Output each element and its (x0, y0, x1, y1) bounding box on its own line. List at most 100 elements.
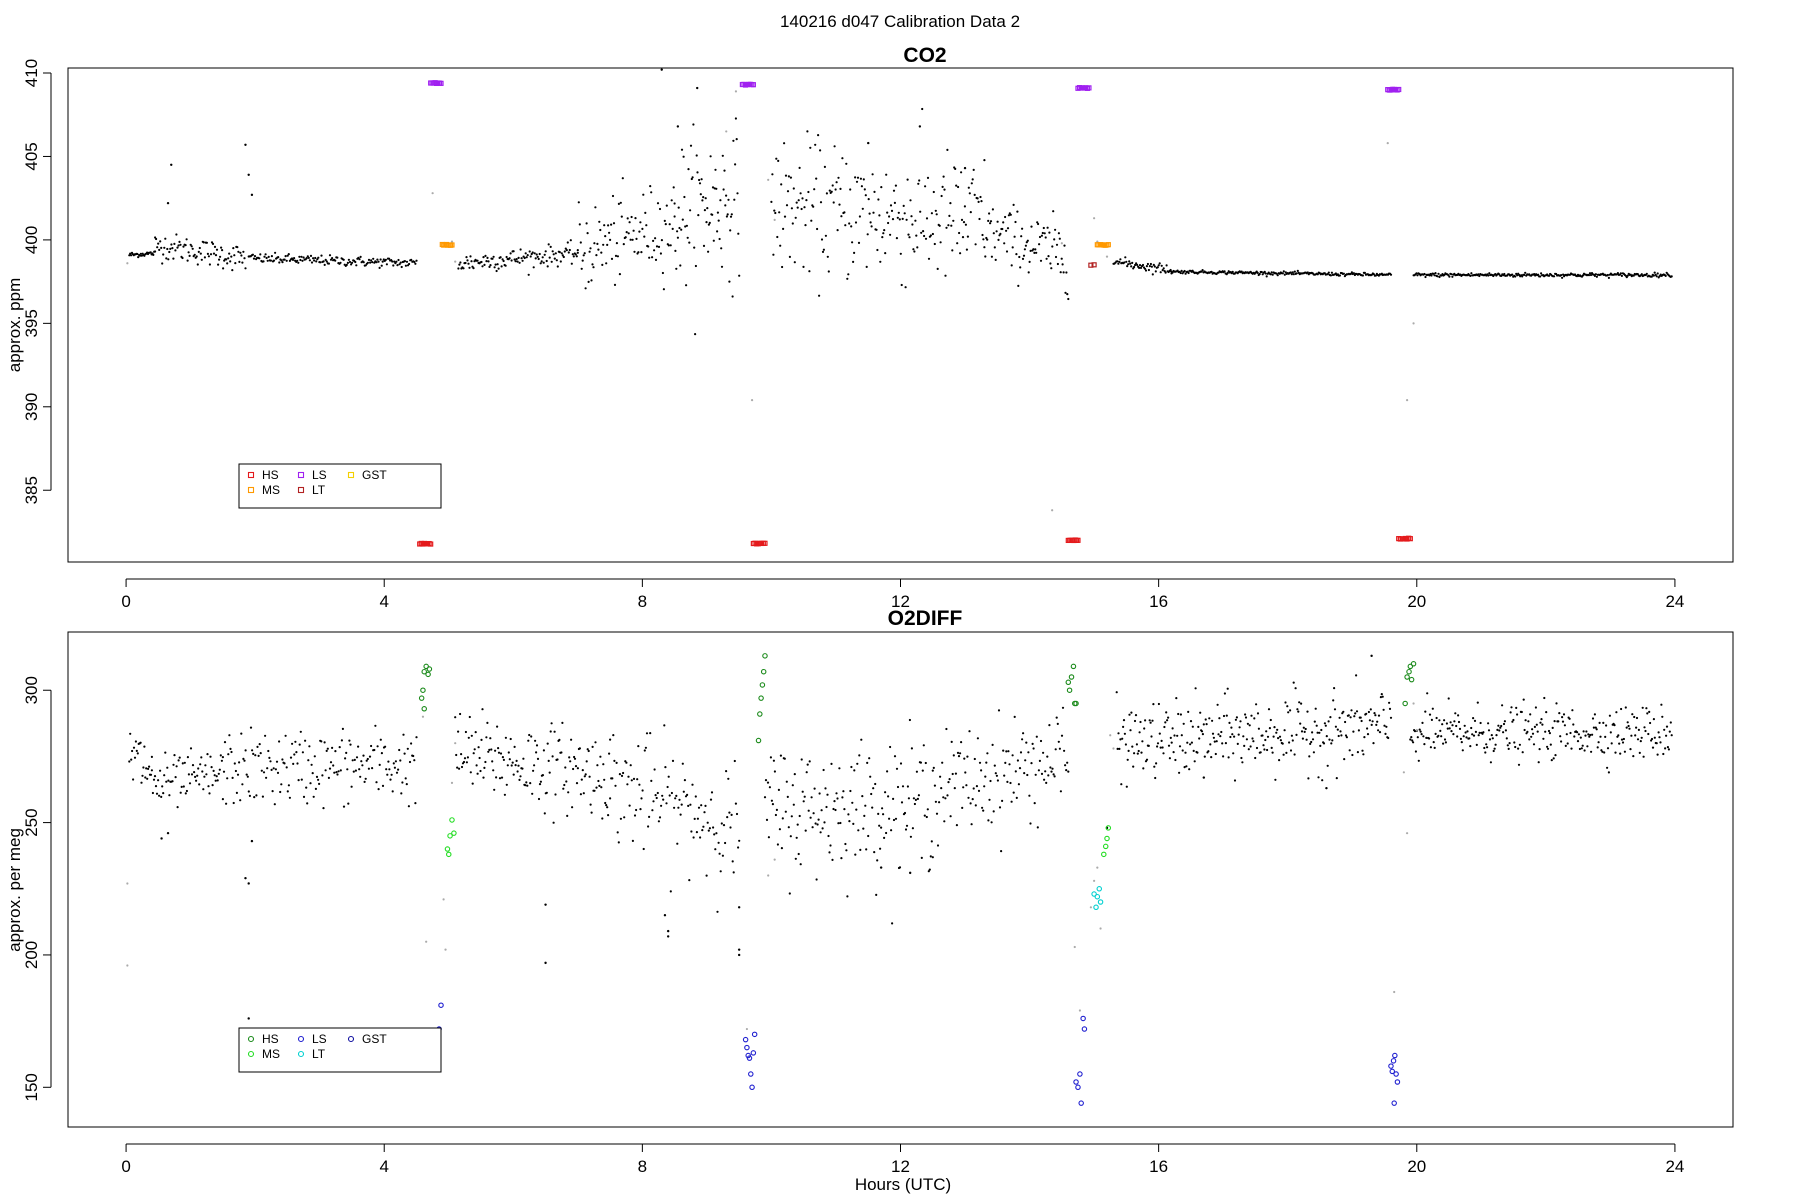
o2diff-data-point (1116, 747, 1119, 751)
o2diff-data-point (1128, 713, 1131, 716)
o2diff-data-point (1234, 718, 1237, 721)
o2diff-data-point (1161, 746, 1164, 749)
co2-data-point (1026, 239, 1029, 242)
o2diff-data-point (898, 866, 902, 869)
o2diff-data-point (1462, 735, 1465, 738)
o2diff-data-point (318, 782, 321, 786)
co2-data-point (999, 232, 1002, 235)
co2-data-point (552, 253, 555, 256)
o2diff-data-point (1484, 751, 1487, 754)
o2diff-data-point (626, 783, 629, 786)
o2diff-data-point (399, 759, 402, 762)
co2-data-point (963, 166, 967, 170)
o2diff-data-point (1027, 751, 1030, 754)
co2-data-point (236, 246, 239, 249)
o2diff-data-point (361, 764, 364, 767)
o2diff-data-point (1531, 728, 1534, 731)
o2diff-calibration-ls-point (748, 1071, 754, 1077)
co2-data-point (493, 266, 496, 269)
o2diff-data-point (1261, 734, 1264, 737)
o2diff-data-point (1121, 737, 1124, 740)
o2diff-data-point (466, 756, 469, 759)
figure-title: 140216 d047 Calibration Data 2 (780, 12, 1020, 31)
o2diff-data-point (1275, 731, 1278, 734)
co2-data-point (1037, 222, 1040, 226)
o2diff-data-point (1064, 764, 1067, 767)
o2diff-data-point (309, 782, 312, 785)
co2-data-point (862, 178, 865, 181)
o2diff-data-point (1513, 741, 1516, 744)
co2-data-point (878, 214, 881, 217)
co2-data-point (299, 258, 302, 262)
o2diff-data-point (1424, 710, 1427, 713)
co2-data-point (533, 252, 536, 255)
o2diff-data-point (1540, 718, 1543, 721)
co2-data-point (191, 247, 194, 250)
co2-data-point (788, 255, 792, 258)
co2-data-point (578, 223, 581, 226)
o2diff-calibration-ls-point (1080, 1015, 1086, 1022)
o2diff-data-point (543, 812, 546, 815)
o2diff-data-point (1193, 760, 1196, 763)
co2-data-point (371, 261, 374, 264)
o2diff-data-point (779, 754, 783, 757)
o2diff-data-point (609, 738, 612, 741)
o2diff-data-point (133, 756, 137, 759)
co2-data-point (830, 190, 833, 193)
o2diff-data-point (1615, 711, 1618, 714)
co2-data-point (869, 221, 872, 224)
o2diff-data-point (1607, 771, 1610, 774)
co2-data-point (680, 228, 683, 231)
o2diff-data-point (1555, 702, 1558, 705)
o2diff-data-point (1429, 746, 1432, 749)
o2diff-data-point (620, 774, 624, 778)
co2-data-point (979, 195, 982, 199)
co2-data-point (300, 255, 303, 258)
o2diff-data-point (1627, 724, 1630, 728)
o2diff-data-point (130, 758, 133, 761)
co2-data-point (1588, 272, 1592, 275)
co2-data-point (286, 254, 289, 257)
o2diff-data-point (1536, 730, 1539, 733)
o2diff-data-point (1190, 741, 1193, 744)
co2-data-point (215, 248, 219, 251)
co2-data-point (470, 260, 473, 263)
o2diff-data-point (573, 757, 577, 760)
co2-data-point (1117, 262, 1120, 265)
o2diff-data-point (558, 738, 561, 742)
o2diff-data-point (245, 773, 248, 776)
co2-data-point (197, 250, 200, 253)
co2-data-point (986, 238, 989, 241)
o2diff-data-point (914, 798, 918, 802)
o2diff-data-point (512, 773, 515, 776)
co2-data-point (209, 253, 213, 256)
o2diff-data-point (1366, 733, 1370, 736)
co2-data-point (912, 248, 915, 251)
co2-data-point (924, 237, 928, 240)
o2diff-data-point (1143, 727, 1146, 730)
o2diff-data-point (938, 801, 941, 804)
co2-data-point (305, 257, 308, 260)
o2diff-data-point (815, 878, 818, 881)
co2-data-point (610, 257, 614, 260)
o2diff-data-point (1655, 742, 1658, 745)
co2-data-point (588, 250, 591, 253)
o2diff-data-point (565, 780, 568, 783)
co2-data-point (1126, 265, 1129, 268)
o2diff-data-point (1532, 743, 1536, 746)
co2-data-point (934, 209, 937, 212)
co2-data-point (976, 197, 979, 200)
o2diff-data-point (550, 722, 553, 725)
co2-data-point (1296, 269, 1299, 272)
o2diff-data-point (515, 759, 518, 763)
co2-data-point (1127, 263, 1130, 266)
o2diff-data-point (668, 794, 671, 797)
co2-data-point (1134, 263, 1137, 267)
o2diff-data-point (327, 776, 330, 780)
o2diff-data-point (1380, 693, 1383, 696)
o2diff-data-point (1561, 716, 1564, 719)
co2-data-point (676, 125, 680, 128)
co2-data-point (380, 264, 383, 267)
o2diff-data-point (532, 769, 535, 772)
